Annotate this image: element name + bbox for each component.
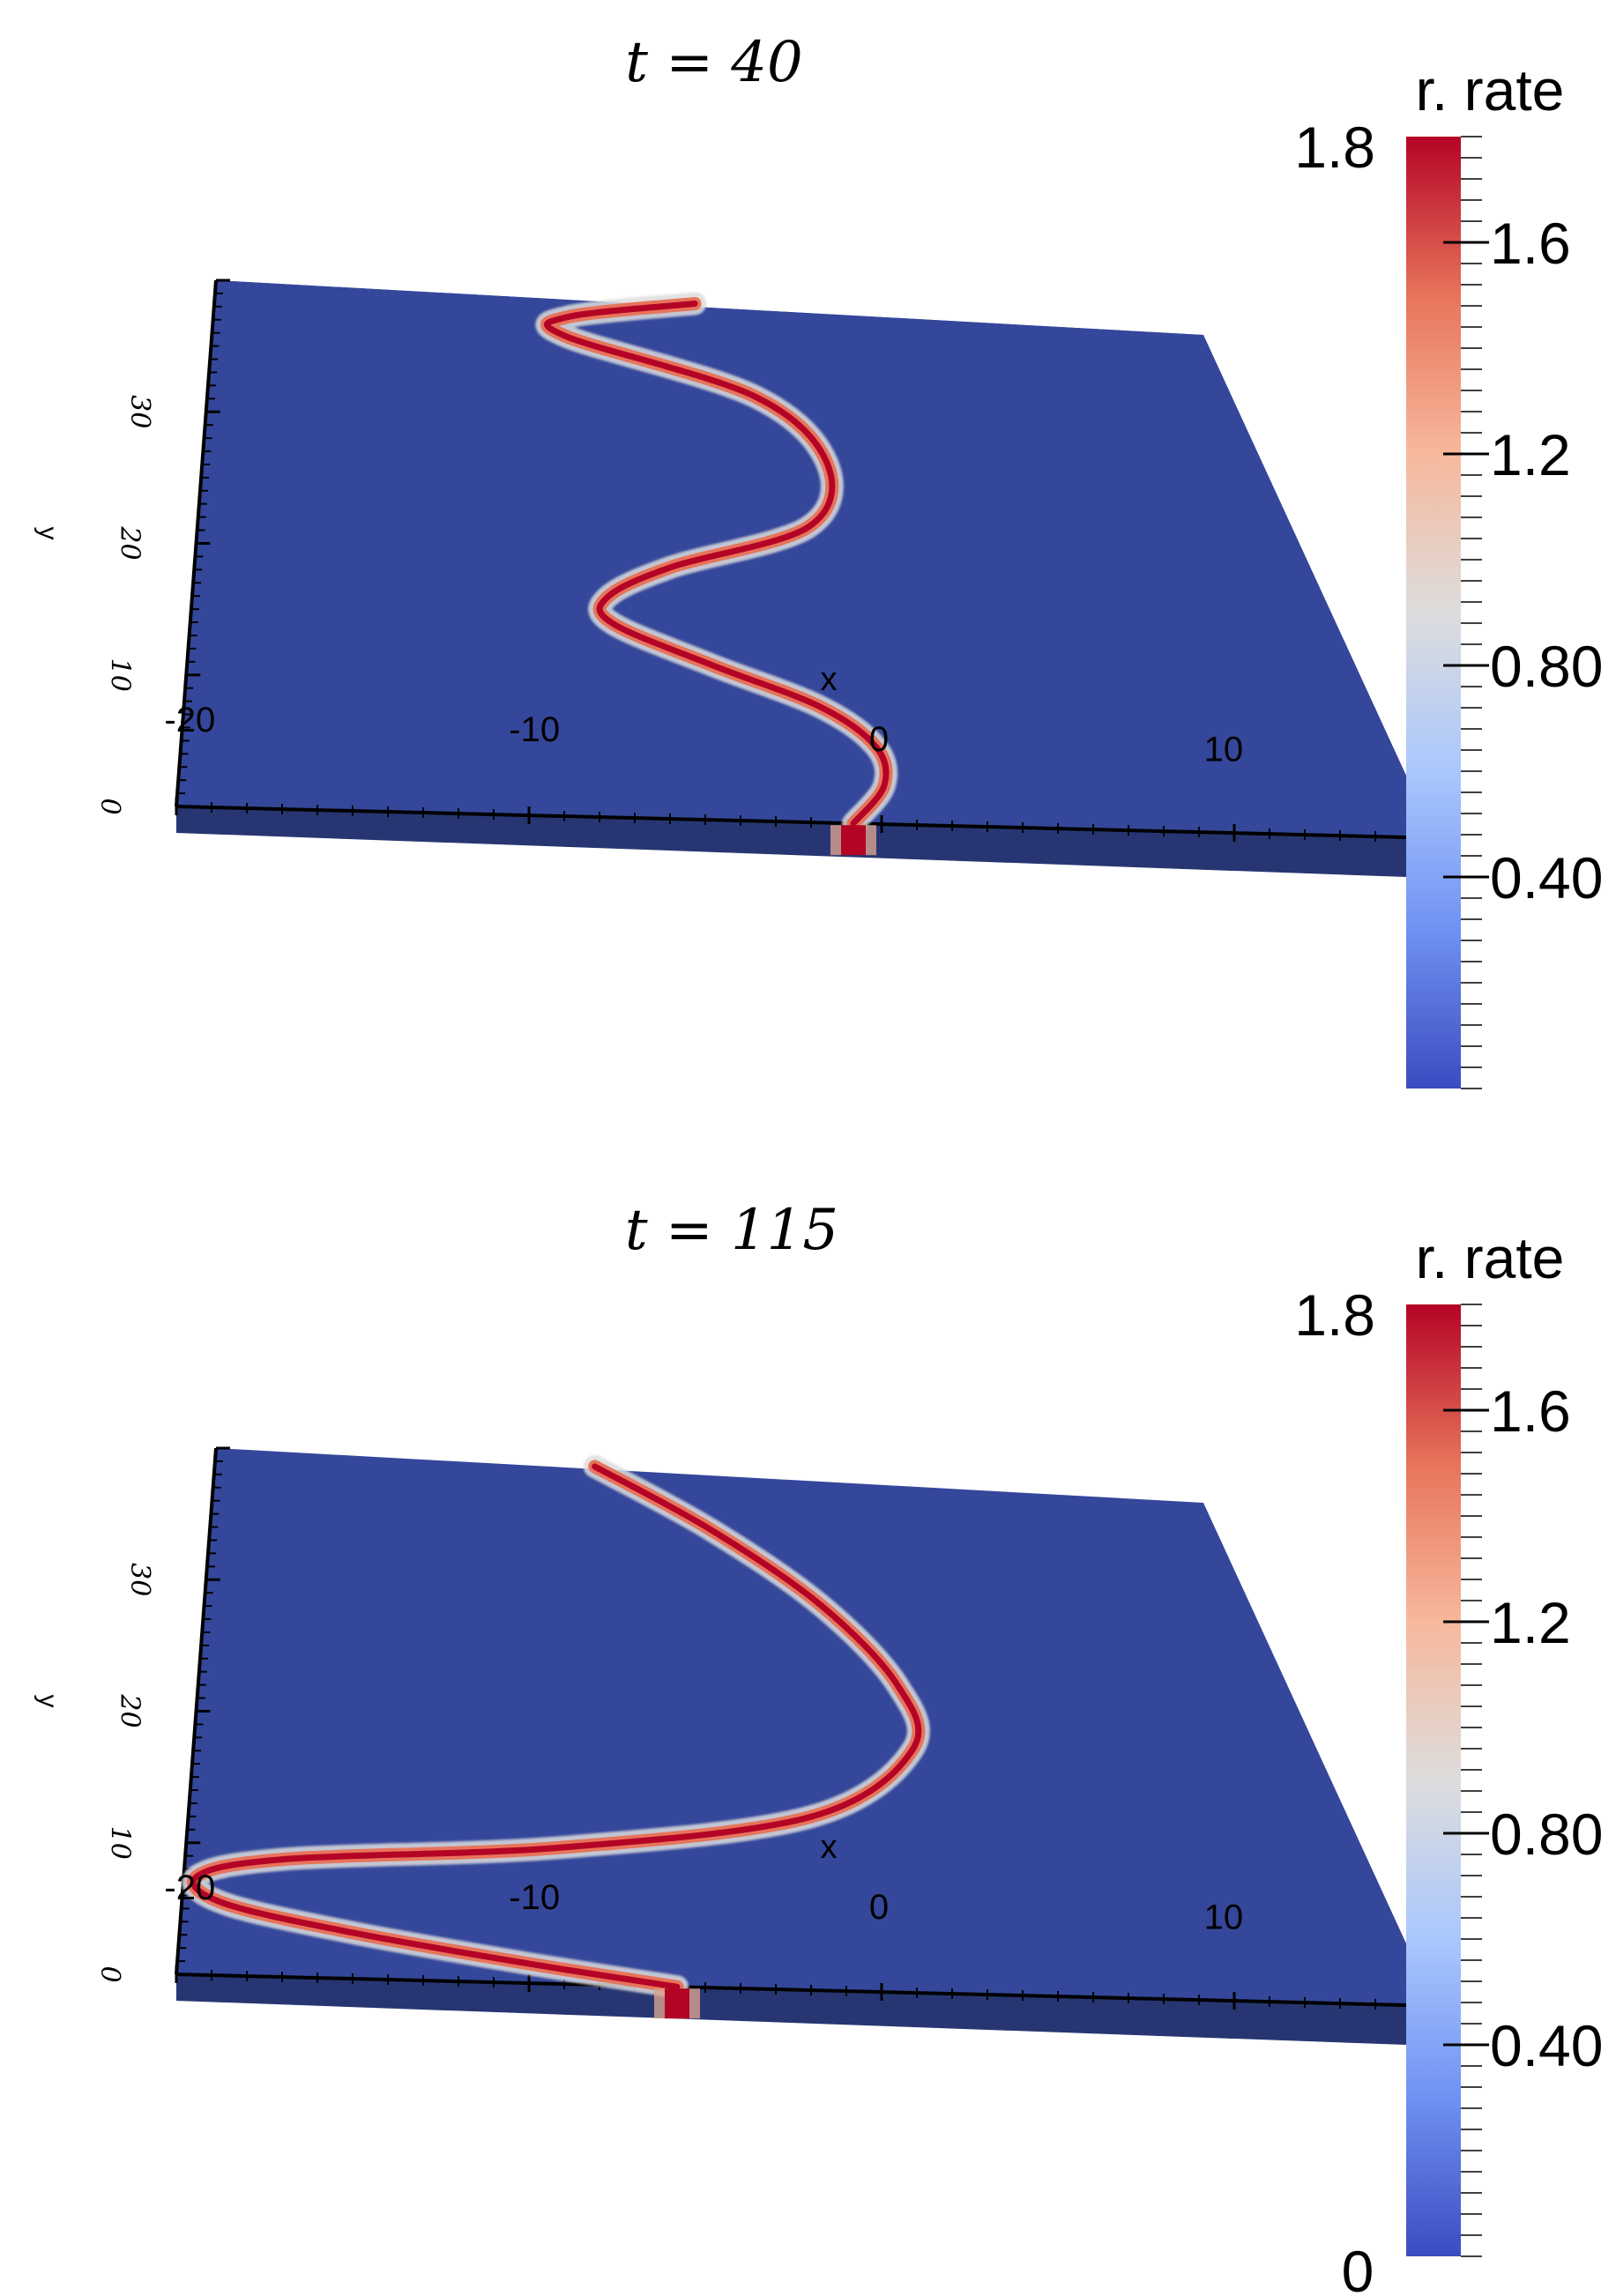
front-face-hotspot: [841, 825, 866, 856]
y-tick-label: 10: [104, 658, 135, 692]
x-tick-label: -20: [164, 1869, 215, 1907]
colorbar-tick-label: 0.40: [1490, 2013, 1603, 2078]
panel-t40: t = 40 -20 -10 0 10 0 10 20 30 x y r. rate 1.8…: [34, 30, 1603, 1089]
colorbar-max-label: 1.8: [1294, 115, 1375, 180]
reaction-front: [535, 292, 898, 856]
x-tick-label: 10: [1204, 730, 1244, 769]
x-axis-label: x: [821, 661, 838, 698]
colorbar: r. rate 1.8 0 1.6 1.2 0.80 0.40: [1294, 1225, 1603, 2296]
x-tick-label: -10: [509, 1878, 560, 1917]
colorbar-gradient: [1406, 137, 1461, 1089]
colorbar-tick-label: 0.80: [1490, 1802, 1603, 1867]
front-face-hotspot-right: [866, 825, 876, 856]
colorbar-tick-label: 1.6: [1490, 211, 1571, 276]
x-tick-label: -20: [164, 701, 215, 739]
front-face-hotspot-right: [689, 1988, 700, 2019]
x-tick-label: 0: [869, 720, 889, 759]
colorbar-tick-label: 1.2: [1490, 1590, 1571, 1655]
x-axis-label: x: [821, 1829, 838, 1866]
front-core: [543, 301, 890, 827]
colorbar-gradient: [1406, 1304, 1461, 2256]
x-tick-labels: -20 -10 0 10: [164, 701, 1243, 769]
y-tick-label: 0: [94, 1965, 125, 1982]
y-tick-label: 10: [104, 1826, 135, 1860]
y-tick-label: 30: [124, 1563, 155, 1596]
left-axis-ticks: [176, 1446, 230, 1976]
colorbar-min-label: 0: [1342, 2239, 1374, 2296]
left-axis-ticks: [176, 279, 230, 808]
x-tick-label: 10: [1204, 1898, 1244, 1936]
panel-title: t = 115: [625, 1198, 838, 1263]
front-axis-line: [175, 805, 1407, 839]
colorbar-tick-label: 1.2: [1490, 422, 1571, 487]
colorbar-tick-label: 1.6: [1490, 1378, 1571, 1444]
panel-t115: t = 115 -20 -10 0 10 0 10 20 30 x y r. rate 1.…: [34, 1198, 1603, 2296]
y-tick-labels: 0 10 20 30: [94, 395, 155, 814]
colorbar-tick-labels: 1.6 1.2 0.80 0.40: [1443, 1378, 1603, 2078]
y-tick-labels: 0 10 20 30: [94, 1563, 155, 1982]
front-face-hotspot: [665, 1988, 689, 2019]
y-tick-label: 20: [115, 525, 145, 560]
colorbar-title: r. rate: [1416, 1225, 1565, 1290]
y-tick-label: 20: [115, 1693, 145, 1728]
front-face-hotspot-left: [654, 1988, 665, 2019]
colorbar-tick-labels: 1.6 1.2 0.80 0.40: [1443, 211, 1603, 910]
front-face-hotspot-left: [830, 825, 841, 856]
colorbar-tick-label: 0.40: [1490, 845, 1603, 910]
front-axis-line: [175, 1973, 1407, 2007]
colorbar-tick-label: 0.80: [1490, 634, 1603, 699]
colorbar-minor-ticks: [1461, 136, 1482, 1089]
y-tick-label: 0: [94, 798, 125, 814]
reaction-front: [182, 1454, 930, 2019]
front-axis-ticks: [175, 798, 1376, 842]
x-tick-label: -10: [509, 710, 560, 749]
domain-plane-top: [176, 1448, 1406, 2005]
x-tick-label: 0: [869, 1888, 889, 1927]
y-tick-label: 30: [124, 395, 155, 428]
y-axis-label: y: [34, 1695, 63, 1708]
colorbar-max-label: 1.8: [1294, 1282, 1375, 1348]
domain-front-face: [176, 1974, 1406, 2045]
y-axis-label: y: [34, 527, 63, 540]
domain-front-face: [176, 806, 1406, 877]
colorbar-minor-ticks: [1461, 1304, 1482, 2257]
domain-plane-top: [176, 280, 1406, 837]
colorbar: r. rate 1.8 1.6 1.2 0.80 0.40: [1294, 57, 1603, 1089]
colorbar-title: r. rate: [1416, 57, 1565, 123]
x-tick-labels: -20 -10 0 10: [164, 1869, 1243, 1936]
panel-title: t = 40: [625, 30, 802, 95]
front-core: [190, 1463, 922, 1990]
